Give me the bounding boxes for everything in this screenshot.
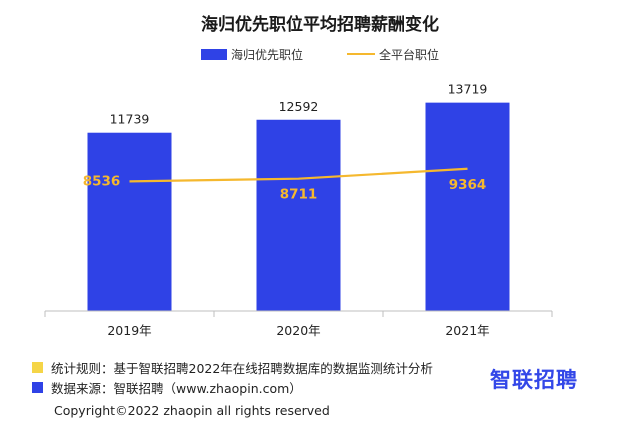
bar-label-1: 12592 bbox=[279, 99, 319, 114]
line-label-1: 8711 bbox=[280, 187, 318, 203]
series-line bbox=[129, 167, 468, 183]
legend-label-line: 全平台职位 bbox=[379, 47, 440, 62]
chart-title: 海归优先职位平均招聘薪酬变化 bbox=[201, 15, 439, 35]
brand-logo: 智联招聘 bbox=[490, 368, 578, 392]
footer-source-square bbox=[32, 382, 43, 393]
copyright-text: Copyright©2022 zhaopin all rights reserv… bbox=[54, 403, 330, 418]
x-tick-label-2: 2021年 bbox=[445, 323, 489, 338]
legend-swatch-bar bbox=[200, 48, 227, 60]
line-label-0: 8536 bbox=[83, 173, 121, 189]
line-label-2: 9364 bbox=[449, 177, 487, 193]
legend-label-bar: 海归优先职位 bbox=[230, 47, 303, 62]
legend-item-line: 全平台职位 bbox=[347, 46, 439, 63]
x-tick-label-1: 2020年 bbox=[276, 323, 320, 338]
footer-rule-text: 统计规则：基于智联招聘2022年在线招聘数据库的数据监测统计分析 bbox=[51, 361, 433, 376]
footer-source-text: 数据来源：智联招聘（www.zhaopin.com） bbox=[51, 381, 302, 396]
x-tick-label-0: 2019年 bbox=[107, 323, 151, 338]
legend-swatch-line bbox=[347, 53, 375, 55]
bar-label-0: 11739 bbox=[110, 112, 150, 127]
footer-source-row: 数据来源：智联招聘（www.zhaopin.com） bbox=[32, 378, 302, 397]
footer-rule-square bbox=[32, 362, 43, 373]
footer-rule-row: 统计规则：基于智联招聘2022年在线招聘数据库的数据监测统计分析 bbox=[32, 358, 433, 377]
chart-legend: 海归优先职位 全平台职位 bbox=[0, 44, 640, 64]
bar-0 bbox=[87, 132, 172, 311]
legend-item-bar: 海归优先职位 bbox=[200, 46, 303, 63]
bar-1 bbox=[256, 119, 341, 311]
bar-2 bbox=[425, 102, 510, 311]
bar-label-2: 13719 bbox=[448, 82, 488, 97]
